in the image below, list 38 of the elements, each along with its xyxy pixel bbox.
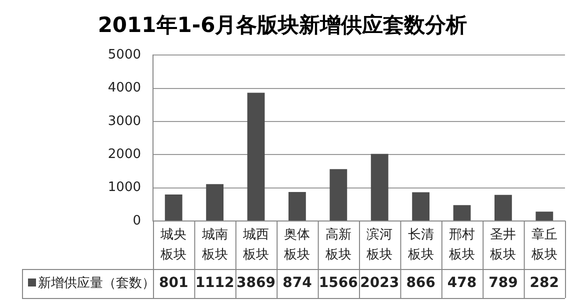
x-tick-label: 高新板块 — [324, 226, 352, 262]
data-label: 478 — [447, 275, 477, 292]
bar — [330, 169, 348, 220]
x-tick-label: 长清板块 — [406, 227, 434, 262]
bar — [453, 205, 471, 220]
data-label: 866 — [406, 275, 436, 292]
data-label: 282 — [530, 275, 560, 292]
data-label: 1112 — [195, 275, 234, 292]
legend-label: 新增供应量（套数） — [38, 274, 155, 291]
bar — [536, 212, 554, 220]
data-label: 1566 — [318, 275, 358, 292]
bar — [412, 192, 430, 220]
y-tick-label: 4000 — [108, 80, 141, 96]
y-tick-label: 2000 — [108, 147, 141, 162]
y-tick-label: 3000 — [108, 114, 141, 129]
data-label: 3869 — [236, 275, 276, 292]
bar — [494, 194, 512, 220]
y-tick-label: 0 — [132, 213, 141, 228]
data-label: 801 — [158, 275, 188, 292]
x-tick-label: 章丘板块 — [530, 227, 558, 262]
chart-title: 2011年1-6月各版块新增供应套数分析 — [98, 13, 468, 38]
x-tick-label: 奥体板块 — [283, 227, 310, 262]
x-tick-label: 城央板块 — [160, 227, 187, 262]
x-tick-label: 滨河板块 — [366, 226, 393, 262]
x-tick-label: 圣井板块 — [489, 227, 516, 262]
y-tick-label: 5000 — [108, 48, 141, 63]
bar — [164, 194, 182, 220]
bar — [206, 184, 224, 220]
data-label: 2023 — [360, 275, 400, 292]
bar — [247, 92, 265, 220]
x-tick-label: 邢村板块 — [448, 227, 475, 262]
y-tick-label: 1000 — [108, 180, 141, 196]
bar — [370, 154, 388, 220]
x-tick-label: 城西板块 — [242, 227, 269, 262]
x-tick-label: 城南板块 — [200, 227, 228, 262]
bar — [288, 192, 306, 220]
data-label: 874 — [282, 275, 312, 292]
data-label: 789 — [488, 275, 518, 292]
